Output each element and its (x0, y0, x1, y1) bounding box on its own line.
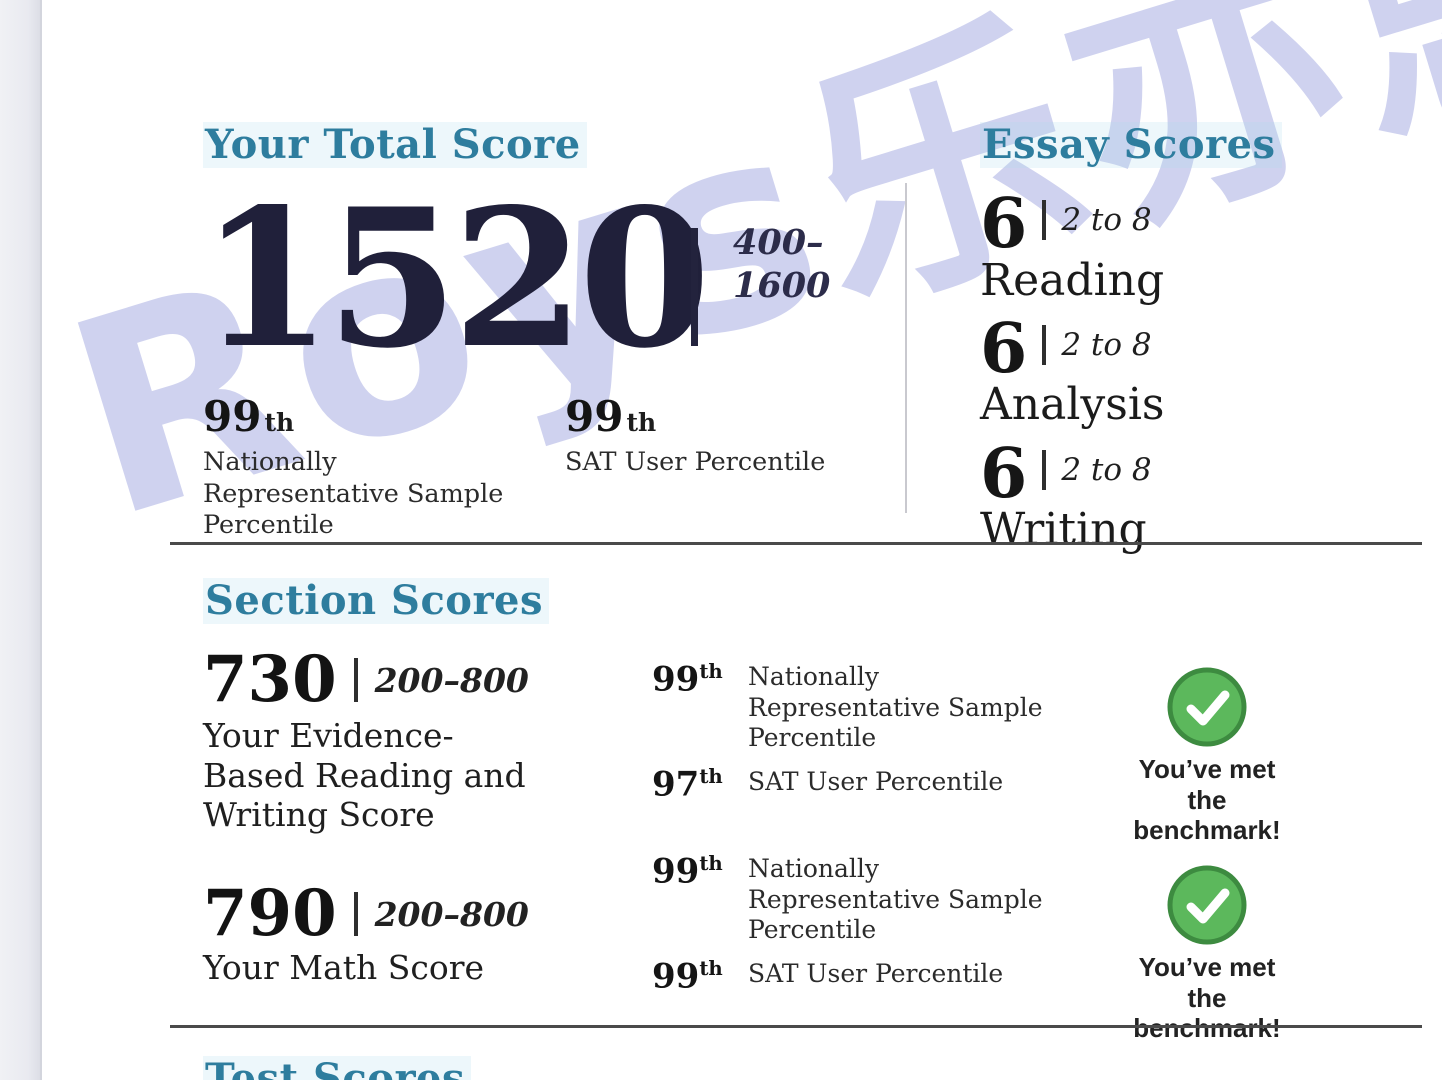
essay-range-divider (1042, 325, 1047, 366)
essay-label: Reading (980, 254, 1165, 306)
essay-item-writing: 6 2 to 8 Writing (980, 433, 1420, 556)
percentile-row-national: 99th Nationally Representative Sample Pe… (652, 851, 1060, 946)
percentile-label: Nationally Representative Sample Percent… (748, 854, 1043, 944)
percentile-value: 97th (652, 763, 723, 804)
essay-range-divider (1042, 200, 1047, 241)
percentile-label: SAT User Percentile (748, 958, 1004, 988)
essay-range-divider (1042, 449, 1047, 490)
test-scores-heading: Test Scores (203, 1056, 472, 1080)
essay-label: Writing (980, 504, 1147, 556)
percentile-value: 99th (652, 851, 723, 892)
ebrw-percentiles: 99th Nationally Representative Sample Pe… (652, 659, 1060, 814)
percentile-label: SAT User Percentile (565, 447, 826, 477)
essay-label: Analysis (980, 379, 1165, 431)
math-score-line: 790 200–800 (203, 876, 529, 951)
math-benchmark-badge: You’ve met the benchmark! (1112, 864, 1302, 1044)
section-divider-top (170, 542, 1422, 545)
essay-score-value: 6 (980, 184, 1028, 264)
benchmark-check-icon (1167, 667, 1247, 747)
percentile-row-sat-user: 97th SAT User Percentile (652, 763, 1060, 804)
score-range-divider (353, 658, 358, 703)
essay-range: 2 to 8 (1061, 451, 1152, 488)
score-range: 200–800 (374, 660, 529, 700)
total-score-range-divider (691, 228, 698, 346)
essay-scores-list: 6 2 to 8 Reading 6 2 to 8 Analysis 6 2 t… (980, 184, 1420, 566)
section-scores-heading: Section Scores (203, 578, 550, 624)
ebrw-score-value: 730 (203, 642, 337, 717)
percentile-label: SAT User Percentile (748, 766, 1004, 796)
essay-range: 2 to 8 (1061, 327, 1152, 364)
ebrw-benchmark-badge: You’ve met the benchmark! (1112, 666, 1302, 846)
benchmark-text: You’ve met the benchmark! (1133, 952, 1281, 1044)
essay-range: 2 to 8 (1061, 202, 1152, 239)
math-percentiles: 99th Nationally Representative Sample Pe… (652, 851, 1060, 1006)
column-divider (905, 183, 907, 513)
total-score-range: 400– 1600 (733, 222, 830, 307)
benchmark-check-icon (1167, 865, 1247, 945)
percentile-row-sat-user: 99th SAT User Percentile (652, 955, 1060, 996)
essay-score-value: 6 (980, 308, 1028, 389)
score-range: 200–800 (374, 894, 529, 934)
score-range-divider (353, 892, 358, 937)
total-score-heading: Your Total Score (203, 122, 587, 168)
percentile-label: Nationally Representative Sample Percent… (748, 662, 1043, 752)
math-score-label: Your Math Score (203, 948, 485, 987)
percentile-value: 99th (652, 659, 723, 700)
total-score-range-line1: 400– (733, 222, 824, 263)
essay-item-analysis: 6 2 to 8 Analysis (980, 308, 1420, 431)
benchmark-text: You’ve met the benchmark! (1133, 754, 1281, 846)
percentile-value: 99th (652, 955, 723, 996)
math-score-value: 790 (203, 876, 337, 951)
percentile-row-national: 99th Nationally Representative Sample Pe… (652, 659, 1060, 754)
essay-item-reading: 6 2 to 8 Reading (980, 184, 1420, 306)
page-edge (0, 0, 42, 1080)
ebrw-score-label: Your Evidence-Based Reading and Writing … (203, 716, 526, 835)
total-score-value: 1520 (200, 167, 711, 390)
percentile-label: Nationally Representative Sample Percent… (203, 447, 504, 541)
essay-scores-heading: Essay Scores (980, 122, 1282, 168)
essay-score-value: 6 (980, 433, 1028, 514)
section-divider-bottom (170, 1025, 1422, 1028)
total-score-range-line2: 1600 (733, 264, 831, 306)
ebrw-score-line: 730 200–800 (203, 642, 529, 717)
